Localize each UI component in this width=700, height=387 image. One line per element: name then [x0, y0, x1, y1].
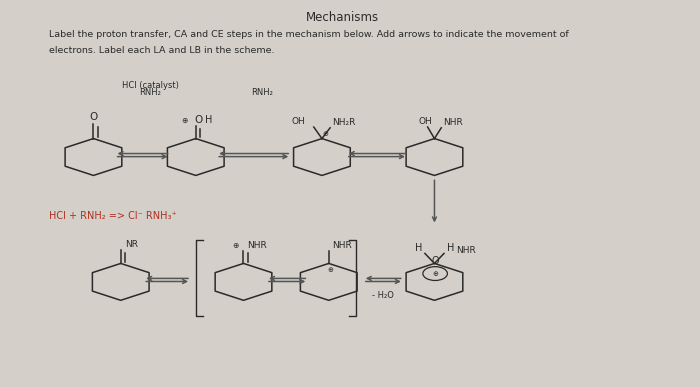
Text: OH: OH: [291, 117, 305, 126]
Text: electrons. Label each LA and LB in the scheme.: electrons. Label each LA and LB in the s…: [49, 46, 274, 55]
Text: HCl (catalyst): HCl (catalyst): [122, 81, 178, 90]
Text: ⊕: ⊕: [432, 271, 438, 277]
Text: - H₂O: - H₂O: [372, 291, 394, 300]
Text: NH₂R: NH₂R: [332, 118, 356, 127]
Text: H: H: [447, 243, 454, 253]
Text: NHR: NHR: [332, 241, 352, 250]
Text: ⊕: ⊕: [327, 267, 333, 272]
Text: ⊕: ⊕: [182, 116, 188, 125]
Text: O: O: [90, 112, 97, 122]
Text: NHR: NHR: [443, 118, 463, 127]
Text: NR: NR: [125, 240, 138, 249]
Text: OH: OH: [419, 117, 433, 126]
Text: H: H: [205, 115, 213, 125]
Text: O: O: [431, 256, 439, 266]
Text: O: O: [195, 115, 202, 125]
Text: HCl + RNH₂ => Cl⁻ RNH₃⁺: HCl + RNH₂ => Cl⁻ RNH₃⁺: [49, 211, 177, 221]
Text: ⊕: ⊕: [232, 241, 239, 250]
Text: NHR: NHR: [247, 241, 267, 250]
Text: Mechanisms: Mechanisms: [306, 11, 379, 24]
Text: RNH₂: RNH₂: [139, 88, 161, 97]
Text: Label the proton transfer, CA and CE steps in the mechanism below. Add arrows to: Label the proton transfer, CA and CE ste…: [49, 30, 569, 39]
Text: H: H: [415, 243, 422, 253]
Text: NHR: NHR: [456, 246, 476, 255]
Text: ⊕: ⊕: [323, 132, 328, 137]
Text: RNH₂: RNH₂: [251, 88, 273, 97]
